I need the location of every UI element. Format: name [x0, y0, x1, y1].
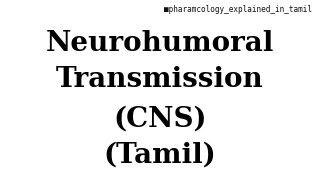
Text: (Tamil): (Tamil) — [104, 141, 216, 168]
Text: (CNS): (CNS) — [113, 105, 207, 132]
Text: Transmission: Transmission — [56, 66, 264, 93]
Text: ■pharamcology_explained_in_tamil: ■pharamcology_explained_in_tamil — [164, 4, 312, 14]
Text: Neurohumoral: Neurohumoral — [46, 30, 274, 57]
